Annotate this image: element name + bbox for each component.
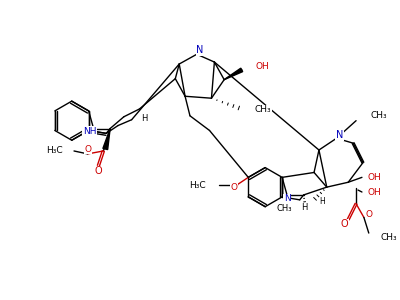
Text: OH: OH [368,173,382,182]
Text: CH₃: CH₃ [276,204,292,213]
Text: CH₃: CH₃ [254,105,271,114]
Text: OH: OH [368,188,382,196]
Text: H₃C: H₃C [46,146,62,155]
Text: N: N [196,45,204,55]
Text: O: O [365,210,372,219]
Text: H₃C: H₃C [189,181,205,190]
Text: N: N [284,194,290,203]
Polygon shape [103,128,110,150]
Text: CH₃: CH₃ [371,111,387,120]
Text: NH: NH [83,127,96,136]
Text: H: H [319,197,325,206]
Text: CH₃: CH₃ [380,233,397,242]
Text: O: O [230,183,237,192]
Text: H: H [141,114,148,123]
Text: O: O [84,145,91,154]
Text: H: H [302,203,308,212]
Text: O: O [95,167,102,176]
Polygon shape [224,68,243,80]
Text: N: N [336,130,343,140]
Text: O: O [340,219,348,229]
Text: OH: OH [256,62,269,71]
